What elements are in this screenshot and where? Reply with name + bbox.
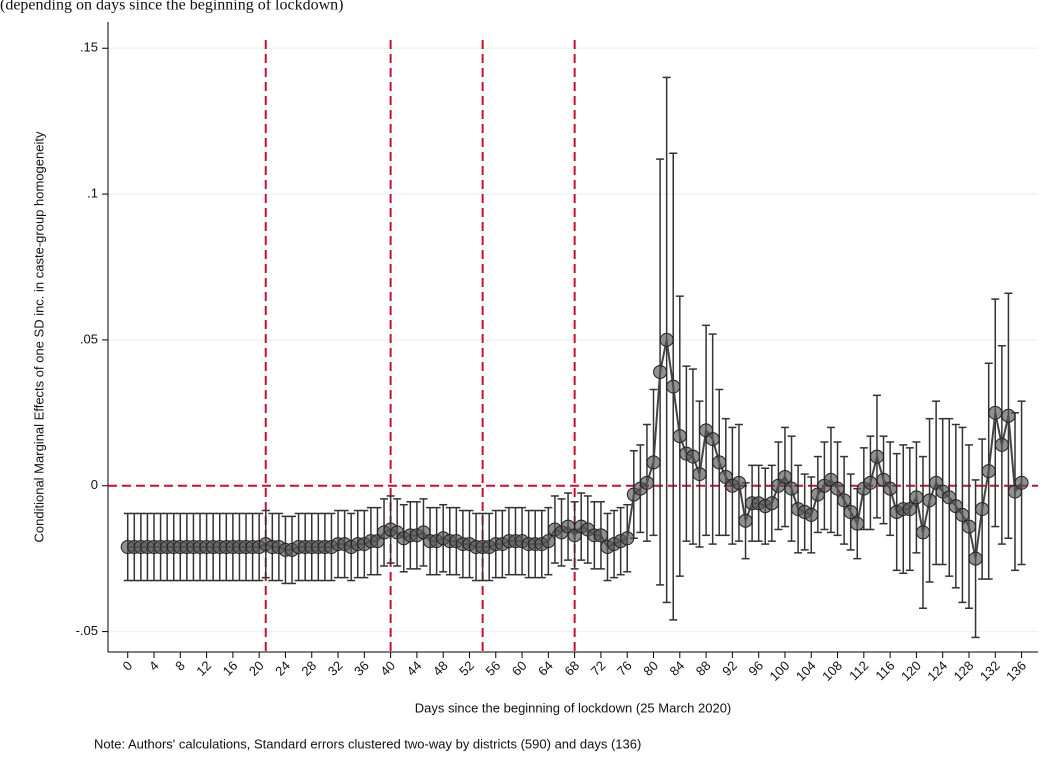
point xyxy=(1014,475,1029,490)
point xyxy=(639,475,654,490)
x-tick-label: 100 xyxy=(767,658,793,684)
x-tick-label: 124 xyxy=(924,658,950,684)
x-tick-label: 24 xyxy=(272,658,293,679)
x-tick-label: 16 xyxy=(220,658,241,679)
point xyxy=(646,455,661,470)
x-tick-label: 92 xyxy=(719,658,740,679)
x-tick-label: 136 xyxy=(1003,658,1029,684)
x-tick-label: 88 xyxy=(693,658,714,679)
x-tick-label: 96 xyxy=(745,658,766,679)
point xyxy=(738,513,753,528)
point xyxy=(666,379,681,394)
x-tick-label: 68 xyxy=(561,658,582,679)
point xyxy=(869,449,884,464)
x-tick-label: 72 xyxy=(588,658,609,679)
x-tick-label: 12 xyxy=(193,658,214,679)
point xyxy=(830,481,845,496)
point xyxy=(777,470,792,484)
point xyxy=(988,405,1003,420)
point xyxy=(850,516,865,531)
x-tick-label: 112 xyxy=(846,658,871,683)
x-tick-label: 80 xyxy=(640,658,661,679)
point xyxy=(915,525,930,540)
point xyxy=(883,481,898,496)
y-tick-label: .1 xyxy=(87,186,98,201)
point xyxy=(975,502,990,517)
point xyxy=(843,505,858,519)
point xyxy=(968,551,983,566)
point xyxy=(685,449,700,464)
x-tick-label: 0 xyxy=(120,658,136,674)
x-tick-label: 76 xyxy=(614,658,635,679)
point xyxy=(922,493,937,508)
point xyxy=(981,464,996,479)
point xyxy=(593,528,608,543)
point xyxy=(705,432,720,447)
point xyxy=(994,437,1009,452)
y-tick-label: -.05 xyxy=(76,623,98,638)
point xyxy=(837,493,852,508)
point xyxy=(804,507,819,522)
x-tick-label: 108 xyxy=(819,658,845,684)
point xyxy=(541,534,556,549)
x-tick-label: 104 xyxy=(793,658,819,684)
point xyxy=(955,507,970,522)
x-tick-label: 36 xyxy=(351,658,372,679)
x-tick-label: 8 xyxy=(172,658,188,674)
y-tick-label: .05 xyxy=(80,331,98,346)
note: Note: Authors' calculations, Standard er… xyxy=(94,736,641,751)
x-tick-label: 52 xyxy=(456,658,477,679)
point xyxy=(764,496,779,511)
x-tick-label: 128 xyxy=(951,658,977,684)
x-tick-label: 28 xyxy=(298,658,319,679)
x-tick-label: 32 xyxy=(325,658,346,679)
x-tick-label: 56 xyxy=(482,658,503,679)
point xyxy=(961,519,976,534)
point xyxy=(653,365,668,379)
y-axis-label: Conditional Marginal Effects of one SD i… xyxy=(31,131,46,542)
x-tick-label: 116 xyxy=(872,658,897,683)
x-tick-label: 48 xyxy=(430,658,451,679)
point xyxy=(909,490,924,505)
point xyxy=(620,531,635,546)
x-tick-label: 4 xyxy=(146,658,162,674)
y-tick-label: .15 xyxy=(80,40,98,55)
x-tick-label: 84 xyxy=(667,658,688,679)
y-tick-label: 0 xyxy=(91,477,98,492)
x-tick-label: 132 xyxy=(977,658,1003,684)
x-tick-label: 40 xyxy=(377,658,398,679)
point xyxy=(659,332,674,347)
x-tick-label: 20 xyxy=(246,658,267,679)
x-tick-label: 64 xyxy=(535,658,556,679)
x-tick-label: 120 xyxy=(898,658,924,684)
point xyxy=(712,455,727,470)
point xyxy=(692,467,707,482)
x-axis-label: Days since the beginning of lockdown (25… xyxy=(415,700,732,715)
point xyxy=(784,481,799,496)
point xyxy=(863,475,878,490)
point xyxy=(1001,408,1016,423)
x-tick-label: 44 xyxy=(404,658,425,679)
point xyxy=(731,475,746,490)
heading: (depending on days since the beginning o… xyxy=(0,0,343,14)
x-tick-label: 60 xyxy=(509,658,530,679)
point xyxy=(672,429,687,444)
point xyxy=(902,502,917,517)
